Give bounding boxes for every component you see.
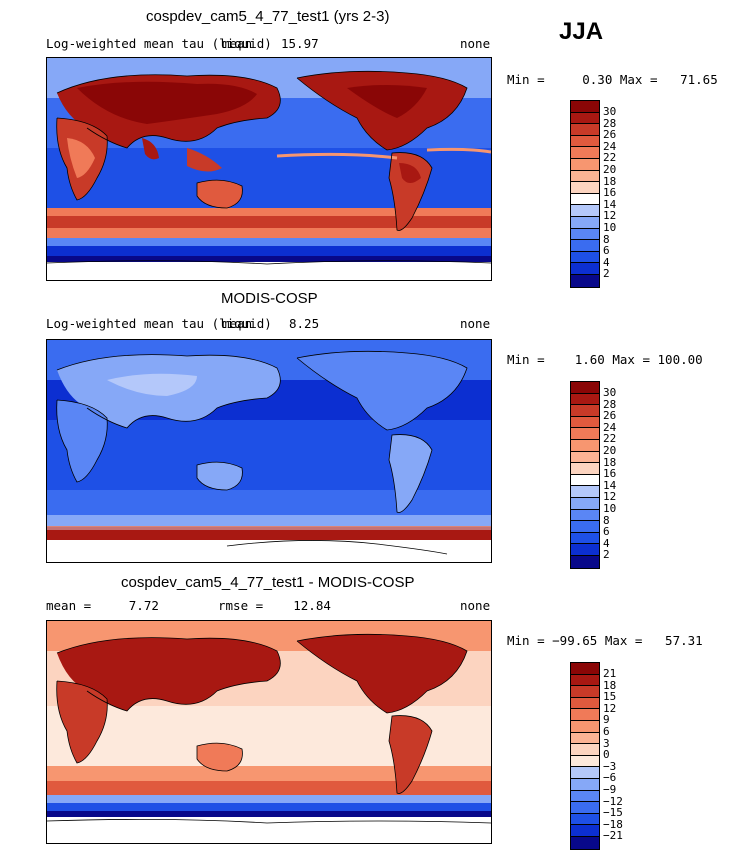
season-label: JJA (559, 18, 604, 45)
colorbar-tick-label: −12 (603, 794, 623, 808)
panel1-mean-label: mean (222, 36, 253, 51)
panel2-title: MODIS-COSP (221, 290, 318, 307)
colorbar-tick-label: 4 (603, 255, 610, 269)
colorbar-tick-label: 30 (603, 386, 617, 399)
colorbar-tick-label: −18 (603, 817, 623, 831)
colorbar-tick-label: 18 (603, 455, 617, 469)
panel2-units: none (460, 316, 491, 331)
colorbar-tick-label: −9 (603, 783, 617, 796)
colorbar-tick-label: −15 (603, 806, 623, 820)
colorbar-tick-label: 26 (603, 128, 617, 142)
colorbar-tick-label: 14 (603, 478, 617, 492)
panel3-map-field (47, 621, 491, 843)
panel3-map (46, 620, 492, 844)
colorbar-tick-label: 6 (603, 244, 610, 258)
colorbar-tick-label: 18 (603, 678, 617, 692)
colorbar-tick-label: 28 (603, 116, 617, 130)
panel1-mean-value: 15.97 (281, 36, 319, 51)
panel2-map-field (47, 340, 491, 562)
colorbar-tick-label: 4 (603, 536, 610, 550)
colorbar-tick-label: −6 (603, 771, 617, 785)
panel2-mean-label: mean (222, 316, 253, 331)
colorbar-tick-label: 24 (603, 139, 617, 153)
colorbar-tick-label: 3 (603, 736, 610, 750)
panel2-colorbar (570, 381, 600, 569)
colorbar-tick-label: 9 (603, 713, 610, 727)
colorbar-tick-label: −3 (603, 759, 617, 773)
panel3-title: cospdev_cam5_4_77_test1 - MODIS-COSP (121, 574, 415, 591)
panel3-units: none (460, 598, 491, 613)
colorbar-tick-label: 18 (603, 174, 617, 188)
panel3-rmse-text: rmse = 12.84 (218, 598, 331, 613)
colorbar-tick-label: −21 (603, 829, 623, 843)
colorbar-tick-label: 30 (603, 105, 617, 118)
colorbar-tick-label: 16 (603, 467, 617, 481)
colorbar-tick-label: 12 (603, 209, 617, 223)
colorbar-tick-label: 6 (603, 525, 610, 539)
panel1-minmax: Min = 0.30 Max = 71.65 (507, 72, 718, 87)
colorbar-tick-label: 15 (603, 690, 617, 704)
panel1-map (46, 57, 492, 281)
panel2-minmax: Min = 1.60 Max = 100.00 (507, 352, 703, 367)
panel2-variable-label: Log-weighted mean tau (liquid) (46, 316, 272, 331)
colorbar-tick-label: 21 (603, 667, 617, 680)
colorbar-tick-label: 12 (603, 701, 617, 715)
colorbar-tick-label: 12 (603, 490, 617, 504)
colorbar-tick-label: 10 (603, 221, 617, 234)
panel1-title: cospdev_cam5_4_77_test1 (yrs 2-3) (146, 8, 390, 25)
colorbar-tick-label: 22 (603, 151, 617, 165)
panel3-mean-text: mean = 7.72 (46, 598, 159, 613)
colorbar-tick-label: 16 (603, 186, 617, 200)
panel1-units: none (460, 36, 491, 51)
colorbar-tick-label: 6 (603, 725, 610, 738)
colorbar-tick-label: 0 (603, 748, 610, 762)
colorbar-tick-label: 10 (603, 502, 617, 515)
colorbar-tick-label: 8 (603, 513, 610, 527)
colorbar-tick-label: 28 (603, 397, 617, 411)
colorbar-tick-label: 26 (603, 409, 617, 423)
panel1-map-field (47, 58, 491, 280)
colorbar-tick-label: 8 (603, 232, 610, 246)
panel1-colorbar (570, 100, 600, 288)
panel2-map (46, 339, 492, 563)
colorbar-tick-label: 20 (603, 444, 617, 457)
colorbar-tick-label: 20 (603, 163, 617, 176)
panel1-variable-label: Log-weighted mean tau (liquid) (46, 36, 272, 51)
colorbar-tick-label: 14 (603, 197, 617, 211)
colorbar-tick-label: 24 (603, 420, 617, 434)
colorbar-tick-label: 2 (603, 548, 610, 562)
panel3-minmax: Min = −99.65 Max = 57.31 (507, 633, 703, 648)
colorbar-tick-label: 2 (603, 267, 610, 281)
panel3-colorbar (570, 662, 600, 850)
panel2-mean-value: 8.25 (289, 316, 320, 331)
colorbar-tick-label: 22 (603, 432, 617, 446)
